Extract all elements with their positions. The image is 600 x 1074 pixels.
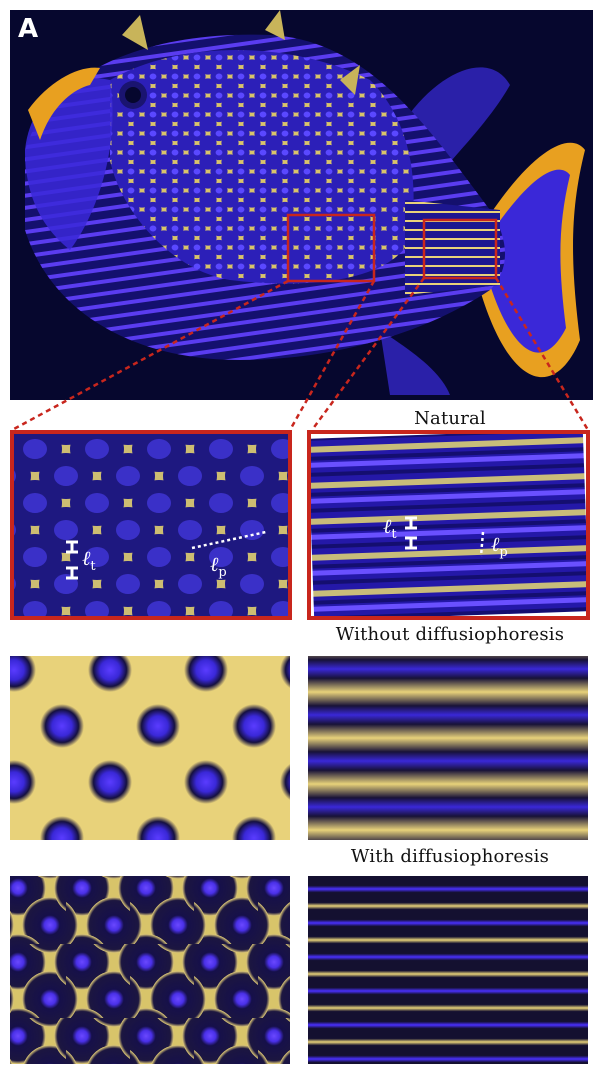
sim-dots-with-image	[10, 876, 290, 1064]
zoom-honeycomb-natural: ℓt ℓp	[10, 430, 292, 620]
label-lt-right: ℓt	[383, 514, 397, 542]
sim-stripes-with	[308, 876, 588, 1064]
sim-stripes-without-image	[308, 656, 588, 840]
zoom-stripes-natural: ℓt ℓp	[307, 430, 590, 620]
label-lp-left: ℓp	[210, 552, 227, 580]
heading-with-diffusiophoresis: With diffusiophoresis	[305, 846, 595, 867]
zoom-connectors	[0, 0, 600, 440]
honeycomb-natural-image	[14, 434, 288, 616]
sim-honeycomb-with	[10, 876, 290, 1064]
sim-stripes-without	[308, 656, 588, 840]
heading-without-diffusiophoresis: Without diffusiophoresis	[300, 624, 600, 645]
sim-honeycomb-without	[10, 656, 290, 840]
heading-natural: Natural	[305, 408, 595, 429]
label-lt-left: ℓt	[82, 546, 96, 574]
stripes-natural-image	[311, 434, 586, 616]
sim-dots-without-image	[10, 656, 290, 840]
label-lp-right: ℓp	[491, 532, 508, 560]
sim-stripes-with-image	[308, 876, 588, 1064]
